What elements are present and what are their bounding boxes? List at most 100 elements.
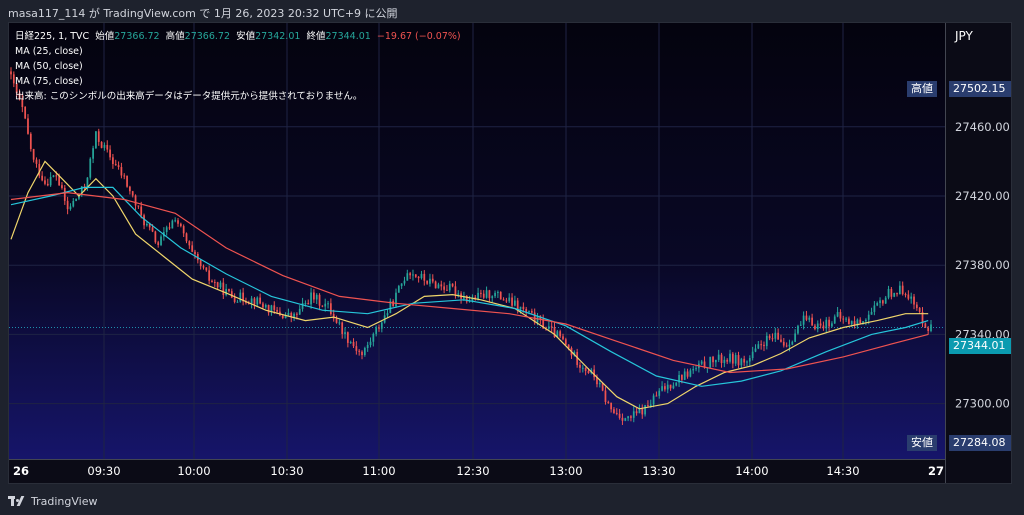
candle-body — [213, 282, 216, 284]
time-axis[interactable] — [9, 459, 945, 483]
time-tick-label: 09:30 — [87, 464, 120, 478]
candle-body — [123, 175, 126, 177]
ma50-legend[interactable]: MA (50, close) — [15, 61, 83, 72]
candle-body — [814, 325, 816, 330]
candle-body — [378, 327, 380, 329]
candle-body — [904, 294, 907, 296]
symbol-label[interactable]: 日経225, 1, TVC — [15, 31, 90, 42]
candle-body — [898, 285, 901, 295]
candle-body — [596, 377, 598, 385]
candle-body — [225, 288, 228, 295]
candle-body — [635, 411, 638, 414]
candle-body — [157, 242, 160, 245]
candle-body — [550, 326, 553, 328]
candle-body — [822, 325, 825, 329]
candle-body — [414, 274, 417, 277]
time-tick-label: 14:00 — [735, 464, 768, 478]
candle-body — [482, 293, 485, 298]
candle-body — [321, 305, 324, 307]
candle-body — [114, 164, 117, 166]
candle-body — [406, 273, 409, 281]
candle-body — [907, 294, 910, 299]
candle-body — [58, 176, 60, 186]
candle-body — [683, 371, 686, 380]
time-tick-label: 13:30 — [642, 464, 675, 478]
candle-body — [346, 332, 349, 343]
candle-body — [737, 355, 740, 366]
candle-body — [358, 350, 361, 352]
ma-line-50 — [10, 186, 929, 387]
ma25-legend[interactable]: MA (25, close) — [15, 46, 83, 57]
candle-body — [714, 359, 717, 363]
candle-body — [137, 205, 140, 207]
candle-body — [598, 383, 601, 385]
candle-body — [216, 282, 219, 288]
candle-body — [717, 354, 720, 360]
candle-body — [624, 418, 627, 421]
chart-frame: 27300.00 27340.00 27380.00 27420.00 27460.00… — [8, 22, 1012, 484]
candle-body — [465, 295, 468, 302]
candle-body — [485, 290, 488, 298]
candle-body — [131, 191, 134, 196]
high-value: 27366.72 — [184, 31, 231, 42]
candle-body — [488, 290, 491, 299]
candle-body — [179, 223, 182, 227]
candle-body — [446, 289, 448, 291]
publisher-text: masa117_114 が TradingView.com で 1月 26, 2… — [8, 7, 398, 20]
candle-body — [816, 323, 819, 330]
candle-body — [27, 118, 29, 134]
candle-body — [380, 322, 383, 329]
candle-body — [808, 317, 811, 320]
candle-body — [780, 339, 782, 342]
candle-body — [797, 325, 799, 334]
candle-body — [12, 74, 15, 84]
candle-body — [256, 297, 259, 305]
candle-body — [392, 301, 395, 307]
plot-area[interactable] — [9, 23, 945, 459]
candle-body — [117, 165, 120, 168]
candle-body — [567, 344, 570, 348]
price-axis[interactable] — [945, 23, 1011, 483]
candle-body — [652, 395, 655, 405]
candle-body — [355, 346, 358, 351]
candle-body — [21, 98, 24, 108]
candle-body — [740, 358, 743, 366]
high-tag: 高値 — [907, 81, 937, 97]
candle-body — [870, 311, 873, 315]
candle-body — [327, 303, 329, 305]
ma75-legend[interactable]: MA (75, close) — [15, 76, 83, 87]
candle-body — [44, 180, 46, 184]
candle-body — [765, 335, 768, 347]
footer-brand[interactable]: TradingView — [31, 494, 98, 508]
candle-body — [143, 215, 145, 226]
candle-body — [828, 319, 830, 327]
candle-body — [89, 158, 92, 178]
candle-body — [649, 404, 652, 407]
candle-body — [511, 297, 513, 306]
price-chart[interactable]: 27300.00 27340.00 27380.00 27420.00 27460.00… — [9, 23, 1011, 483]
candle-body — [873, 305, 876, 312]
candle-body — [763, 344, 765, 347]
time-tick-label: 10:30 — [270, 464, 303, 478]
candle-body — [313, 292, 315, 300]
candle-body — [429, 278, 431, 284]
candle-body — [194, 251, 196, 254]
candle-body — [437, 284, 440, 289]
candle-body — [876, 303, 879, 306]
candle-body — [454, 286, 457, 295]
candle-body — [924, 323, 927, 328]
candle-body — [417, 276, 420, 279]
candle-body — [236, 301, 239, 303]
candle-body — [666, 384, 669, 390]
candle-body — [791, 341, 794, 345]
candle-body — [494, 292, 496, 297]
candle-body — [296, 313, 298, 315]
candle-body — [287, 312, 290, 316]
candle-body — [202, 266, 205, 268]
candle-body — [103, 144, 106, 148]
high-label: 高値 — [165, 31, 185, 42]
candle-body — [290, 312, 293, 318]
ma-line-25 — [10, 160, 929, 410]
candle-body — [434, 281, 437, 289]
candle-body — [349, 342, 352, 344]
